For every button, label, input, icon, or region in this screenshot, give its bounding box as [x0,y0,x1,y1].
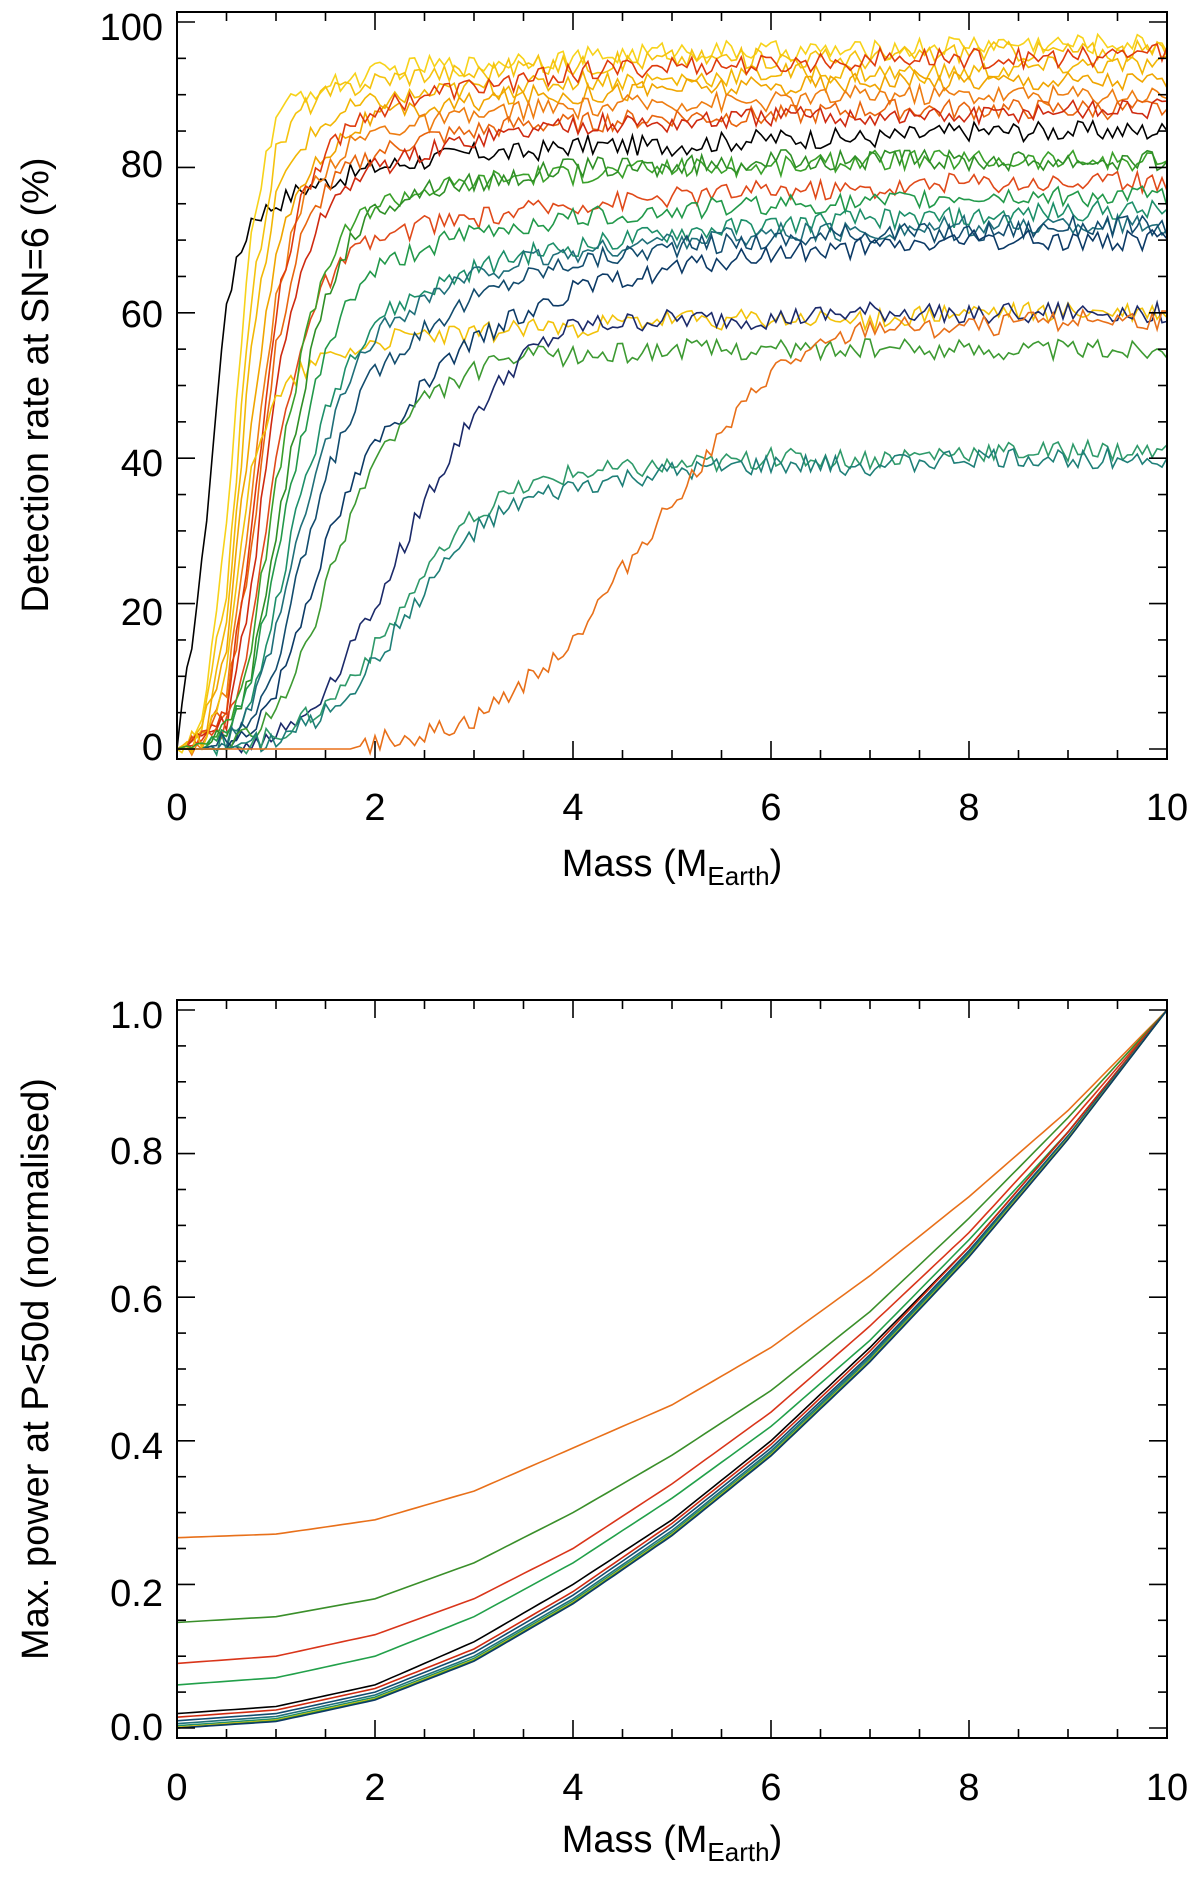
x-tick-label: 0 [166,1767,187,1809]
max-power-panel: 0 2 4 6 8 10 0.0 0.2 0.4 0.6 0.8 1.0 Mas… [15,995,1188,1867]
detection-rate-series-curve-03 [176,38,1168,750]
detection-rate-series-curve-09 [176,98,1168,750]
detection-rate-series-curve-18 [177,228,1168,750]
x-tick-label: 10 [1146,787,1188,829]
x-tick-label: 0 [166,787,187,829]
max-power-series-curve-03 [176,1009,1168,1665]
detection-rate-series-curve-08 [176,42,1168,750]
y-tick-label: 0 [142,727,163,769]
x-tick-label: 6 [760,787,781,829]
max-power-series-curve-02 [176,1009,1168,1624]
detection-rate-ticks [176,12,1168,759]
detection-rate-series-curve-22 [177,445,1168,753]
max-power-series-curve-01 [176,1009,1168,1539]
max-power-series-curve-04 [176,1009,1168,1686]
max-power-ticks [176,1000,1168,1738]
max-power-y-axis-label: Max. power at P<50d (normalised) [15,1078,57,1660]
max-power-series-curve-09 [176,1009,1168,1727]
detection-rate-series-curve-21 [177,438,1168,755]
max-power-series-curve-11 [176,1009,1168,1729]
y-tick-label: 100 [100,7,163,49]
y-tick-label: 0.2 [110,1573,163,1615]
detection-rate-series-group [176,32,1168,757]
max-power-x-axis-label: Mass (MEarth) [562,1819,782,1867]
y-tick-label: 0.0 [110,1707,163,1749]
detection-rate-series-curve-11 [176,300,1168,755]
y-tick-label: 1.0 [110,995,163,1037]
detection-rate-series-curve-19 [177,337,1168,750]
max-power-series-curve-10 [176,1009,1168,1729]
x-tick-label: 8 [958,1767,979,1809]
y-tick-label: 80 [121,144,163,186]
y-tick-label: 0.6 [110,1279,163,1321]
detection-rate-series-curve-12 [176,149,1168,750]
detection-rate-series-curve-16 [177,212,1168,752]
x-tick-label: 2 [364,1767,385,1809]
detection-rate-series-curve-17 [177,213,1168,750]
detection-rate-y-axis-label: Detection rate at SN=6 (%) [15,157,57,612]
max-power-series-curve-12 [176,1009,1168,1729]
detection-rate-panel: 0 2 4 6 8 10 0 20 40 60 80 100 Mass (MEa… [15,7,1188,891]
max-power-x-tick-labels: 0 2 4 6 8 10 [166,1767,1188,1809]
x-tick-label: 10 [1146,1767,1188,1809]
detection-rate-series-curve-04 [176,55,1168,750]
detection-rate-y-tick-labels: 0 20 40 60 80 100 [100,7,163,769]
detection-rate-series-curve-23 [177,307,1168,757]
y-tick-label: 0.8 [110,1131,163,1173]
x-tick-label: 8 [958,787,979,829]
detection-rate-series-curve-10 [176,169,1168,750]
x-tick-label: 2 [364,787,385,829]
max-power-y-tick-labels: 0.0 0.2 0.4 0.6 0.8 1.0 [110,995,163,1749]
detection-rate-series-curve-06 [176,82,1168,757]
x-tick-label: 4 [562,787,583,829]
detection-rate-series-curve-14 [177,185,1168,750]
detection-rate-x-axis-label: Mass (MEarth) [562,843,782,891]
max-power-series-curve-07 [176,1009,1168,1722]
max-power-plot-frame [176,999,1168,1739]
y-tick-label: 20 [121,592,163,634]
y-tick-label: 40 [121,443,163,485]
detection-rate-series-curve-02 [176,32,1168,754]
y-tick-label: 60 [121,294,163,336]
x-tick-label: 4 [562,1767,583,1809]
detection-rate-series-curve-15 [177,199,1168,757]
max-power-series-curve-08 [176,1009,1168,1725]
y-tick-label: 0.4 [110,1426,163,1468]
x-tick-label: 6 [760,1767,781,1809]
detection-rate-series-curve-13 [177,148,1168,750]
detection-rate-x-tick-labels: 0 2 4 6 8 10 [166,787,1188,829]
detection-rate-series-curve-20 [177,299,1168,754]
max-power-series-group [176,1009,1168,1729]
max-power-series-curve-06 [176,1009,1168,1718]
detection-rate-series-curve-01 [176,118,1168,750]
